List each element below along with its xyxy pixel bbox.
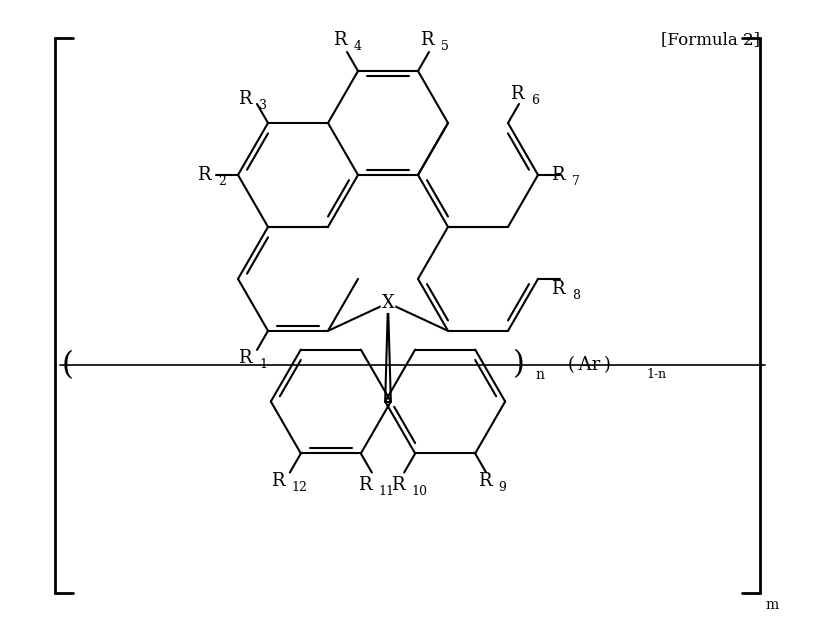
Text: R: R xyxy=(197,166,211,184)
Text: 1-n: 1-n xyxy=(646,368,667,381)
Text: 5: 5 xyxy=(441,40,449,54)
Text: R: R xyxy=(238,90,252,108)
Text: 3: 3 xyxy=(259,100,267,112)
Text: 8: 8 xyxy=(572,290,580,302)
Text: 2: 2 xyxy=(218,176,226,189)
Text: (: ( xyxy=(62,351,74,381)
Text: R: R xyxy=(238,349,252,367)
Text: 12: 12 xyxy=(292,481,308,494)
Text: R: R xyxy=(421,31,434,49)
Text: 11: 11 xyxy=(379,485,395,498)
Text: n: n xyxy=(535,368,545,382)
Text: 6: 6 xyxy=(531,95,539,107)
Text: R: R xyxy=(271,472,285,490)
Text: R: R xyxy=(551,166,565,184)
Text: ( Ar ): ( Ar ) xyxy=(568,356,611,374)
Text: R: R xyxy=(391,475,404,493)
Text: R: R xyxy=(358,475,372,493)
Text: R: R xyxy=(551,280,565,298)
Text: R: R xyxy=(478,472,491,490)
Text: 9: 9 xyxy=(498,481,506,494)
Text: X: X xyxy=(382,294,394,312)
Text: R: R xyxy=(511,85,524,103)
Text: 4: 4 xyxy=(354,40,362,54)
Text: [Formula 2]: [Formula 2] xyxy=(661,31,760,48)
Text: m: m xyxy=(765,598,778,612)
Text: 7: 7 xyxy=(572,176,580,189)
Text: 10: 10 xyxy=(411,485,427,498)
Text: R: R xyxy=(333,31,347,49)
Text: 1: 1 xyxy=(259,358,267,371)
Text: ): ) xyxy=(513,350,525,381)
